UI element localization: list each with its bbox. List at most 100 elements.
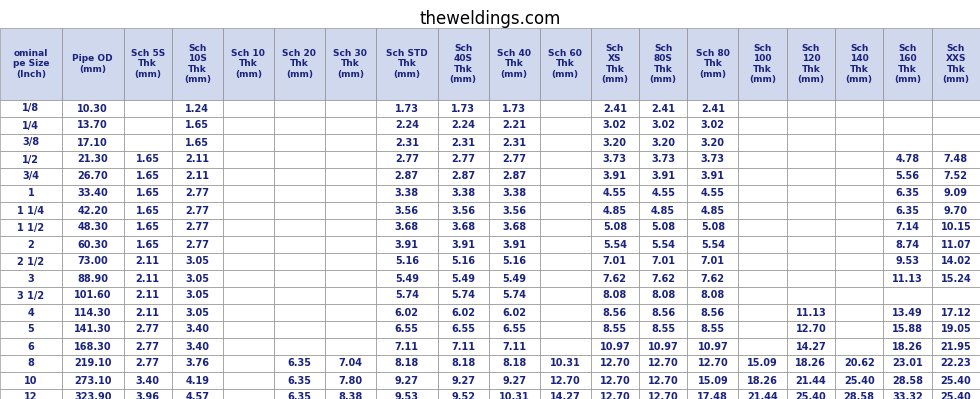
Bar	[222, 168, 273, 185]
Bar	[376, 117, 438, 134]
Bar	[883, 270, 932, 287]
Bar	[222, 253, 273, 270]
Text: 6.35: 6.35	[896, 205, 919, 215]
Text: 2.77: 2.77	[135, 324, 160, 334]
Bar	[62, 168, 123, 185]
Bar	[273, 355, 325, 372]
Bar	[738, 202, 787, 219]
Text: 3.05: 3.05	[185, 290, 210, 300]
Bar	[325, 355, 376, 372]
Bar	[123, 168, 172, 185]
Text: 3.38: 3.38	[502, 188, 526, 198]
Text: 48.30: 48.30	[77, 223, 108, 233]
Text: 17.12: 17.12	[941, 308, 971, 318]
Text: 2 1/2: 2 1/2	[18, 257, 44, 267]
Bar	[438, 236, 489, 253]
Bar	[932, 219, 980, 236]
Bar	[0, 219, 62, 236]
Bar	[123, 355, 172, 372]
Bar	[438, 253, 489, 270]
Bar	[835, 338, 883, 355]
Bar	[738, 236, 787, 253]
Bar	[883, 253, 932, 270]
Bar	[591, 287, 639, 304]
Bar	[489, 321, 540, 338]
Bar	[787, 134, 835, 151]
Text: 5.54: 5.54	[603, 239, 627, 249]
Text: 9.27: 9.27	[451, 375, 475, 385]
Bar	[787, 389, 835, 399]
Text: 114.30: 114.30	[74, 308, 112, 318]
Bar	[932, 355, 980, 372]
Bar	[489, 270, 540, 287]
Text: theweldings.com: theweldings.com	[419, 10, 561, 28]
Bar	[172, 304, 222, 321]
Text: 1 1/4: 1 1/4	[18, 205, 44, 215]
Bar	[438, 389, 489, 399]
Text: 18.26: 18.26	[747, 375, 778, 385]
Text: 3: 3	[27, 273, 34, 284]
Bar	[591, 219, 639, 236]
Bar	[0, 185, 62, 202]
Text: 11.13: 11.13	[892, 273, 923, 284]
Text: 22.23: 22.23	[941, 358, 971, 369]
Bar	[639, 100, 687, 117]
Bar	[273, 28, 325, 100]
Bar	[376, 28, 438, 100]
Bar	[0, 117, 62, 134]
Bar	[222, 270, 273, 287]
Bar	[273, 202, 325, 219]
Bar	[540, 253, 591, 270]
Text: 2.77: 2.77	[395, 154, 418, 164]
Text: 10.97: 10.97	[648, 342, 678, 352]
Text: 5.56: 5.56	[896, 172, 919, 182]
Bar	[687, 185, 738, 202]
Bar	[172, 287, 222, 304]
Bar	[123, 100, 172, 117]
Text: 2.31: 2.31	[395, 138, 418, 148]
Bar	[687, 151, 738, 168]
Bar	[172, 134, 222, 151]
Bar	[62, 355, 123, 372]
Bar	[325, 28, 376, 100]
Bar	[787, 253, 835, 270]
Bar	[639, 321, 687, 338]
Bar	[687, 202, 738, 219]
Bar	[172, 321, 222, 338]
Text: 28.58: 28.58	[844, 393, 875, 399]
Bar	[123, 134, 172, 151]
Text: 2.31: 2.31	[451, 138, 475, 148]
Bar	[489, 355, 540, 372]
Text: 1.65: 1.65	[135, 239, 160, 249]
Bar	[787, 287, 835, 304]
Text: 6.02: 6.02	[502, 308, 526, 318]
Text: 2.77: 2.77	[185, 239, 210, 249]
Bar	[883, 100, 932, 117]
Text: 273.10: 273.10	[74, 375, 112, 385]
Text: 15.24: 15.24	[941, 273, 971, 284]
Text: 8.18: 8.18	[395, 358, 418, 369]
Text: 5.08: 5.08	[603, 223, 627, 233]
Text: 3.68: 3.68	[451, 223, 475, 233]
Bar	[489, 372, 540, 389]
Bar	[883, 185, 932, 202]
Text: 3.20: 3.20	[701, 138, 725, 148]
Text: 8.56: 8.56	[651, 308, 675, 318]
Text: 3.56: 3.56	[395, 205, 418, 215]
Bar	[0, 100, 62, 117]
Text: 5.74: 5.74	[395, 290, 418, 300]
Text: 11.13: 11.13	[796, 308, 826, 318]
Text: 15.88: 15.88	[892, 324, 923, 334]
Bar	[123, 151, 172, 168]
Text: 323.90: 323.90	[74, 393, 112, 399]
Bar	[376, 151, 438, 168]
Text: 3.68: 3.68	[395, 223, 418, 233]
Bar	[787, 338, 835, 355]
Bar	[639, 355, 687, 372]
Bar	[325, 100, 376, 117]
Text: 3.05: 3.05	[185, 257, 210, 267]
Text: 25.40: 25.40	[844, 375, 874, 385]
Bar	[489, 28, 540, 100]
Bar	[489, 151, 540, 168]
Text: 12: 12	[24, 393, 37, 399]
